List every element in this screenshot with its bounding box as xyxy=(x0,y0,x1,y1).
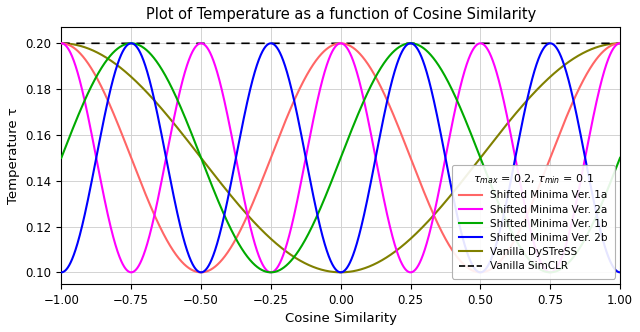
Title: Plot of Temperature as a function of Cosine Similarity: Plot of Temperature as a function of Cos… xyxy=(145,7,536,22)
X-axis label: Cosine Similarity: Cosine Similarity xyxy=(285,312,397,325)
Y-axis label: Temperature τ: Temperature τ xyxy=(7,107,20,204)
Legend: Shifted Minima Ver. 1a, Shifted Minima Ver. 2a, Shifted Minima Ver. 1b, Shifted : Shifted Minima Ver. 1a, Shifted Minima V… xyxy=(451,165,615,279)
